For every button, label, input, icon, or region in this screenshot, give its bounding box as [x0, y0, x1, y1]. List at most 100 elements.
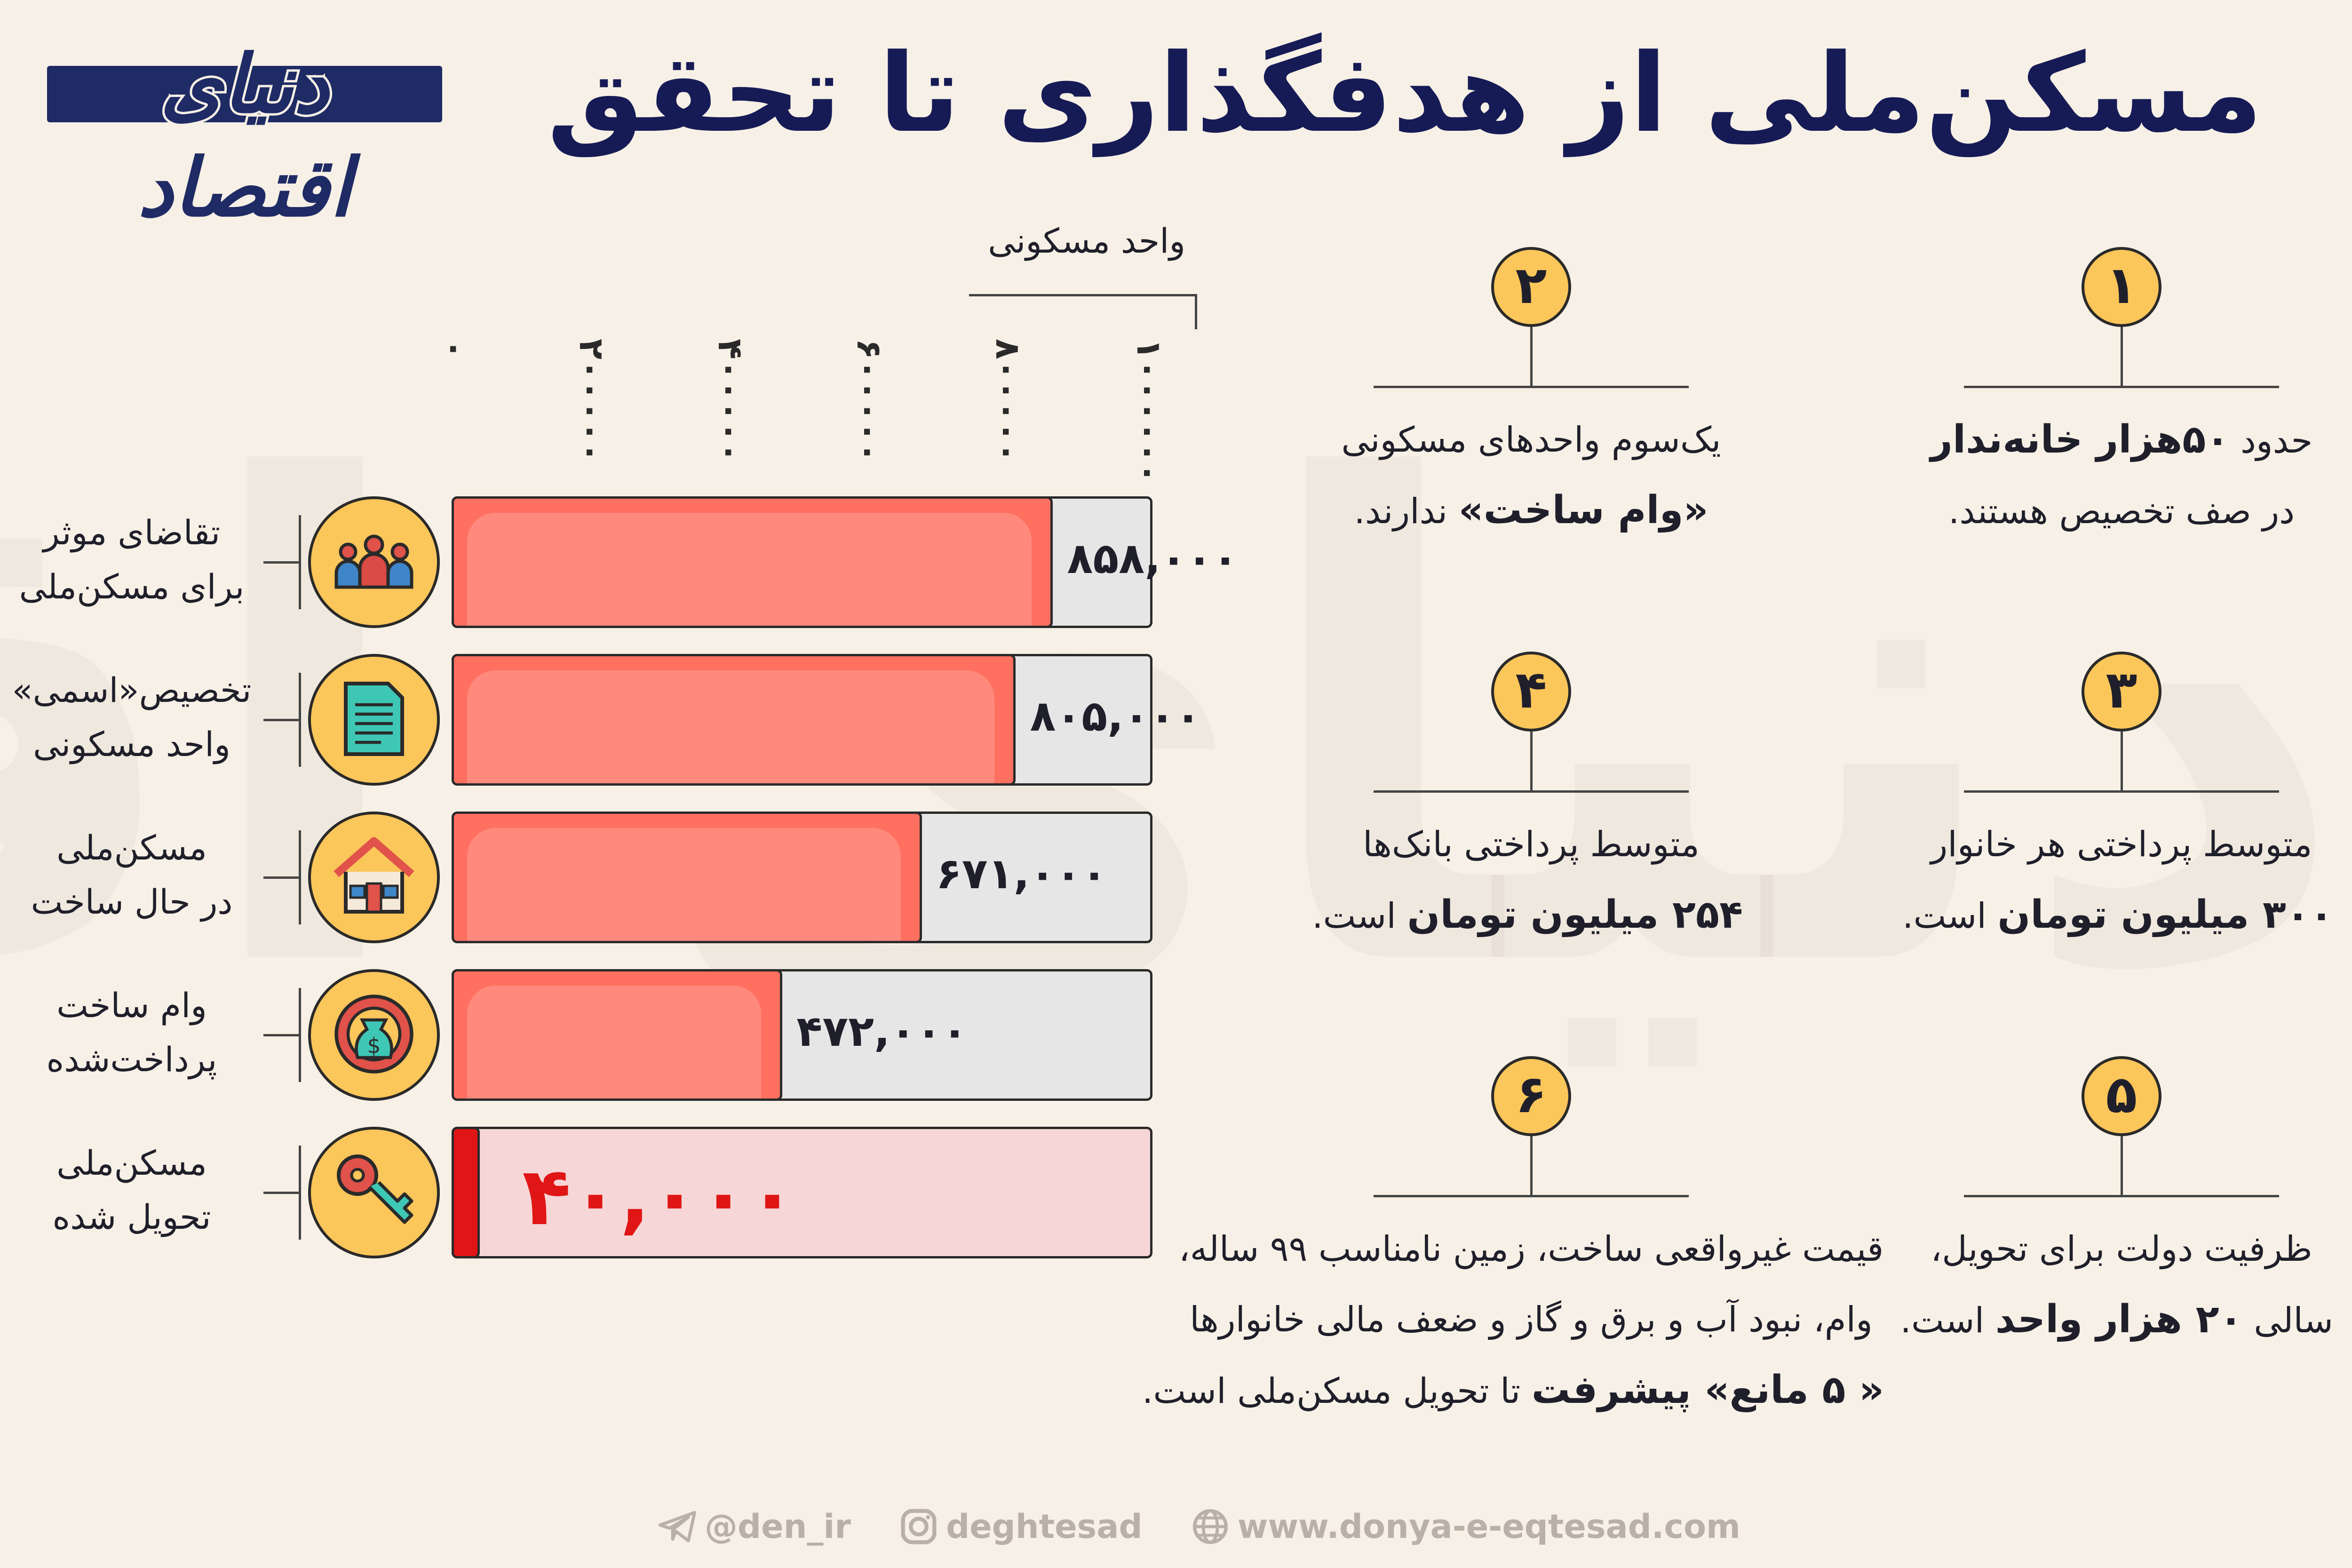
- bar-value-label: ۴۷۲,۰۰۰: [796, 1007, 968, 1056]
- step-number-badge: ۶: [1491, 1056, 1571, 1136]
- category-label: مسکن‌ملی در حال ساخت: [9, 821, 254, 929]
- bar-value-label: ۸۰۵,۰۰۰: [1030, 692, 1201, 741]
- fact-text: متوسط پرداختی هر خانوار ۳۰۰ میلیون تومان …: [1902, 809, 2333, 951]
- category-label: وام ساخت پرداخت‌شده: [9, 979, 254, 1087]
- label-bracket-tick: [263, 719, 301, 721]
- category-label-line: تحویل شده: [52, 1197, 211, 1237]
- category-label-line: تقاضای موثر: [43, 513, 221, 552]
- fact-line: قیمت غیرواقعی ساخت، زمین نامناسب ۹۹ ساله…: [1178, 1229, 1884, 1269]
- category-label-line: تخصیص«اسمی»: [12, 670, 252, 710]
- fact-text: یک‌سوم واحدهای مسکونی «وام ساخت» ندارند.: [1319, 405, 1743, 547]
- step-number-badge: ۵: [2082, 1056, 2161, 1136]
- unit-label-bracket: [969, 294, 1197, 329]
- category-label-line: پرداخت‌شده: [46, 1040, 217, 1079]
- people-group-icon: [329, 531, 419, 594]
- category-label: مسکن‌ملی تحویل شده: [9, 1136, 254, 1244]
- key-icon-badge: [308, 1127, 440, 1258]
- fact-text: قیمت غیرواقعی ساخت، زمین نامناسب ۹۹ ساله…: [1142, 1214, 1884, 1426]
- house-icon: [329, 834, 419, 921]
- connector-line: [1530, 327, 1533, 386]
- label-bracket-tick: [263, 1034, 301, 1036]
- fact-line: ظرفیت دولت برای تحویل،: [1931, 1229, 2312, 1269]
- bar: [452, 812, 922, 943]
- connector-line: [1530, 732, 1533, 790]
- connector-line: [2121, 732, 2123, 790]
- step-number-badge: ۳: [2082, 652, 2161, 732]
- fact-line: متوسط پرداختی هر خانوار: [1931, 824, 2312, 865]
- label-bracket-tick: [263, 561, 301, 564]
- divider: [1374, 386, 1689, 388]
- divider: [1964, 386, 2279, 388]
- step-number-badge: ۲: [1491, 247, 1571, 327]
- fact-line: در صف تخصیص هستند.: [1948, 491, 2295, 532]
- fact-line: حدود ۵۰هزار خانه‌ندار: [1930, 417, 2313, 462]
- fact-line: یک‌سوم واحدهای مسکونی: [1341, 420, 1721, 460]
- house-icon-badge: [308, 812, 440, 943]
- divider: [1964, 1195, 2279, 1197]
- divider: [1374, 1195, 1689, 1197]
- connector-line: [2121, 327, 2123, 386]
- fact-line: ۲۵۴ میلیون تومان است.: [1312, 892, 1743, 937]
- svg-text:$: $: [367, 1033, 381, 1058]
- step-number-badge: ۴: [1491, 652, 1571, 732]
- logo-band: [47, 66, 442, 122]
- website-link[interactable]: www.donya-e-eqtesad.com: [1192, 1507, 1740, 1546]
- telegram-text: @den_ir: [705, 1507, 851, 1546]
- telegram-handle[interactable]: @den_ir: [659, 1507, 851, 1546]
- fact-line: «وام ساخت» ندارند.: [1354, 488, 1708, 533]
- category-label-line: در حال ساخت: [31, 882, 233, 922]
- x-tick-label: ۶۰۰۰۰۰: [850, 339, 889, 463]
- money-bag-gear-icon-badge: $: [308, 969, 440, 1101]
- x-tick-label: ۱۰۰۰۰۰۰: [1129, 339, 1169, 484]
- bar: [452, 654, 1016, 786]
- connector-line: [1530, 1136, 1533, 1195]
- fact-text: متوسط پرداختی بانک‌ها ۲۵۴ میلیون تومان اس…: [1312, 809, 1743, 951]
- fact-line: متوسط پرداختی بانک‌ها: [1363, 824, 1700, 865]
- fact-text: ظرفیت دولت برای تحویل، سالی ۲۰ هزار واحد …: [1900, 1214, 2333, 1356]
- category-label: تقاضای موثر برای مسکن‌ملی: [9, 506, 254, 614]
- logo: دنیای اقتصاد: [135, 36, 354, 237]
- step-number-badge: ۱: [2082, 247, 2161, 327]
- fact-line: ۳۰۰ میلیون تومان است.: [1902, 892, 2333, 937]
- x-tick-label: ۰: [436, 339, 475, 359]
- x-tick-label: ۲۰۰۰۰۰: [572, 339, 612, 463]
- money-bag-gear-icon: $: [327, 987, 421, 1083]
- bar: [452, 1127, 480, 1258]
- divider: [1964, 790, 2279, 793]
- instagram-text: deghtesad: [946, 1507, 1143, 1546]
- unit-label: واحد مسکونی: [988, 221, 1185, 261]
- bar: [452, 496, 1053, 628]
- label-bracket-tick: [263, 1192, 301, 1194]
- fact-line: « ۵ مانع» پیشرفت تا تحویل مسکن‌ملی است.: [1142, 1368, 1884, 1412]
- category-label-line: برای مسکن‌ملی: [19, 567, 245, 606]
- x-tick-label: ۸۰۰۰۰۰: [988, 339, 1028, 463]
- footer: @den_ir deghtesad www.donya-e-eqtesad.co…: [659, 1501, 1740, 1552]
- page-title: مسکن‌ملی از هدفگذاری تا تحقق: [547, 31, 2263, 157]
- instagram-handle[interactable]: deghtesad: [900, 1507, 1143, 1546]
- divider: [1374, 790, 1689, 793]
- people-group-icon-badge: [308, 496, 440, 628]
- bar-value-label: ۶۷۱,۰۰۰: [936, 849, 1107, 899]
- bar-value-label: ۴۰,۰۰۰: [522, 1150, 797, 1243]
- bar: [452, 969, 783, 1101]
- website-text: www.donya-e-eqtesad.com: [1237, 1507, 1740, 1546]
- bar-value-label: ۸۵۸,۰۰۰: [1067, 534, 1239, 583]
- x-tick-label: ۴۰۰۰۰۰: [711, 339, 750, 463]
- connector-line: [2121, 1136, 2123, 1195]
- label-bracket-tick: [263, 876, 301, 879]
- category-label-line: مسکن‌ملی: [56, 828, 207, 868]
- category-label-line: واحد مسکونی: [33, 724, 230, 764]
- instagram-icon: [901, 1509, 937, 1544]
- fact-line: وام، نبود آب و برق و گاز و ضعف مالی خانو…: [1190, 1299, 1873, 1340]
- bar-track: [452, 1127, 1152, 1258]
- category-label: تخصیص«اسمی» واحد مسکونی: [9, 663, 254, 772]
- category-label-line: وام ساخت: [56, 986, 207, 1025]
- globe-icon: [1192, 1509, 1228, 1544]
- document-icon-badge: [308, 654, 440, 786]
- key-icon: [329, 1147, 419, 1238]
- fact-text: حدود ۵۰هزار خانه‌ندار در صف تخصیص هستند.: [1910, 405, 2333, 547]
- category-label-line: مسکن‌ملی: [56, 1143, 207, 1183]
- telegram-icon: [659, 1511, 696, 1543]
- fact-line: سالی ۲۰ هزار واحد است.: [1900, 1297, 2333, 1342]
- document-icon: [341, 679, 407, 761]
